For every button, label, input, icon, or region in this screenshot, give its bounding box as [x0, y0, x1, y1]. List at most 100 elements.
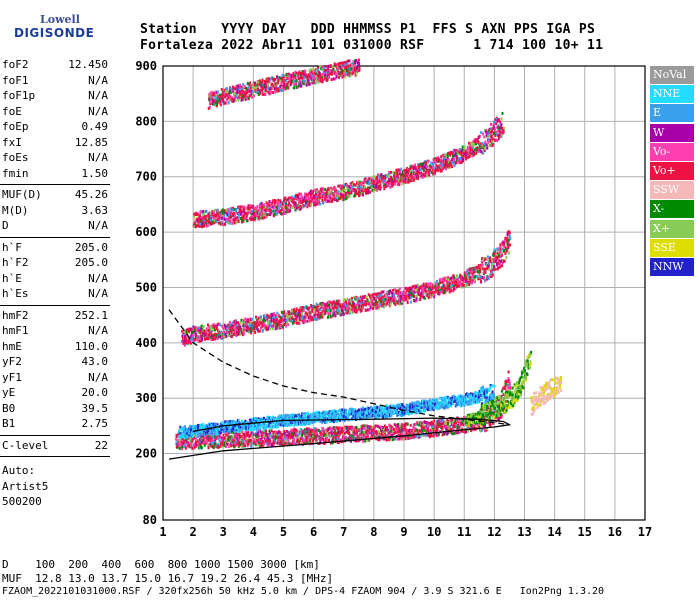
echo-point: [313, 195, 316, 199]
echo-point: [331, 187, 334, 191]
echo-point: [483, 423, 486, 427]
echo-point: [279, 320, 282, 324]
echo-point: [236, 218, 239, 222]
echo-point: [375, 175, 378, 179]
echo-point: [441, 289, 444, 293]
x-tick-label: 16: [608, 525, 622, 539]
echo-point: [346, 187, 349, 191]
echo-point: [421, 433, 424, 437]
echo-point: [244, 317, 247, 321]
echo-point: [235, 440, 238, 444]
echo-point: [274, 199, 277, 203]
echo-point: [414, 163, 417, 167]
echo-point: [496, 263, 499, 267]
echo-point: [496, 247, 499, 251]
echo-point: [381, 178, 384, 182]
echo-point: [296, 197, 299, 201]
echo-point: [328, 305, 331, 309]
echo-point: [342, 437, 345, 441]
echo-point: [336, 440, 339, 444]
echo-point: [302, 309, 305, 313]
echo-point: [508, 231, 511, 235]
echo-point: [196, 338, 199, 342]
echo-point: [213, 444, 216, 448]
echo-point: [186, 328, 189, 332]
echo-point: [321, 314, 324, 318]
echo-point: [453, 279, 456, 283]
echo-point: [294, 314, 297, 318]
echo-point: [232, 208, 235, 212]
echo-point: [293, 431, 296, 435]
echo-point: [284, 321, 287, 325]
echo-point: [441, 420, 444, 424]
echo-point: [199, 222, 202, 226]
echo-point: [357, 305, 360, 309]
echo-point: [259, 211, 262, 215]
echo-point: [385, 294, 388, 298]
echo-point: [508, 380, 511, 384]
echo-point: [391, 288, 394, 292]
y-tick-label: 300: [135, 391, 157, 405]
echo-point: [212, 328, 215, 332]
echo-point: [184, 443, 187, 447]
echo-point: [451, 418, 454, 422]
echo-point: [200, 219, 203, 223]
echo-point: [482, 427, 485, 431]
echo-point: [298, 430, 301, 434]
echo-point: [227, 333, 230, 337]
echo-point: [238, 327, 241, 331]
echo-point: [189, 442, 192, 446]
echo-point: [244, 444, 247, 448]
echo-point: [333, 312, 336, 316]
echo-point: [483, 271, 486, 275]
echo-point: [286, 203, 289, 207]
echo-point: [364, 185, 367, 189]
x-tick-label: 13: [517, 525, 531, 539]
echo-point: [241, 205, 244, 209]
echo-point: [462, 423, 465, 427]
echo-point: [353, 307, 356, 311]
echo-point: [400, 167, 403, 171]
echo-point: [288, 202, 291, 206]
echo-point: [450, 286, 453, 290]
echo-point: [203, 223, 206, 227]
echo-point: [351, 185, 354, 189]
echo-point: [428, 435, 431, 439]
echo-point: [378, 306, 381, 310]
echo-point: [402, 437, 405, 441]
code-label: 500200: [2, 495, 42, 508]
echo-point: [243, 205, 246, 209]
echo-point: [212, 435, 215, 439]
echo-point: [466, 280, 469, 284]
echo-point: [183, 339, 186, 343]
echo-point: [402, 170, 405, 174]
echo-point: [218, 212, 221, 216]
echo-point: [456, 425, 459, 429]
echo-point: [184, 336, 187, 340]
echo-point: [503, 244, 506, 248]
echo-point: [214, 442, 217, 446]
echo-point: [397, 426, 400, 430]
echo-point: [361, 303, 364, 307]
echo-point: [408, 179, 411, 183]
echo-point: [388, 172, 391, 176]
echo-point: [321, 195, 324, 199]
echo-point: [212, 333, 215, 337]
echo-point: [307, 203, 310, 207]
echo-point: [292, 428, 295, 432]
echo-point: [181, 335, 184, 339]
echo-point: [291, 316, 294, 320]
echo-point: [295, 438, 298, 442]
echo-point: [236, 436, 239, 440]
echo-point: [376, 430, 379, 434]
echo-point: [337, 197, 340, 201]
echo-point: [288, 196, 291, 200]
echo-point: [209, 220, 212, 224]
echo-point: [373, 302, 376, 306]
echo-point: [380, 300, 383, 304]
echo-point: [389, 303, 392, 307]
echo-point: [226, 219, 229, 223]
echo-point: [325, 198, 328, 202]
echo-point: [254, 216, 257, 220]
echo-point: [446, 424, 449, 428]
